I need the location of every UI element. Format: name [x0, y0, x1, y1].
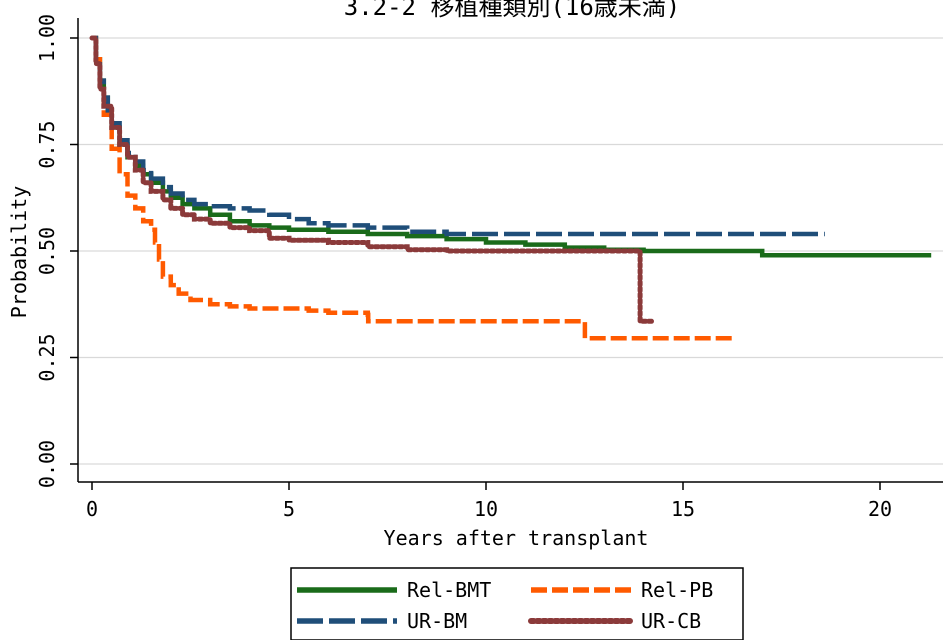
series-line-ur-bm: [92, 38, 825, 234]
y-tick-label-4: 1.00: [35, 14, 59, 62]
legend-label-rel-bmt: Rel-BMT: [407, 578, 491, 602]
legend-label-ur-cb: UR-CB: [641, 609, 701, 633]
y-tick-label-3: 0.75: [35, 120, 59, 168]
x-tick-label-1: 5: [283, 497, 295, 521]
legend-label-rel-pb: Rel-PB: [641, 578, 713, 602]
legend: Rel-BMT Rel-PB UR-BM UR-CB: [291, 568, 743, 640]
x-tick-label-3: 15: [671, 497, 695, 521]
y-tick-label-2: 0.50: [35, 227, 59, 275]
x-axis-label: Years after transplant: [384, 526, 649, 550]
series-line-ur-cb: [92, 38, 652, 321]
x-tick-label-2: 10: [474, 497, 498, 521]
series-layer: [92, 38, 931, 338]
y-tick-label-0: 0.00: [35, 440, 59, 488]
x-tick-label-4: 20: [868, 497, 892, 521]
y-tick-label-1: 0.25: [35, 333, 59, 381]
legend-label-ur-bm: UR-BM: [407, 609, 467, 633]
y-axis-label: Probability: [7, 186, 31, 318]
chart-title: 3.2-2 移植種類別(16歳未満): [344, 0, 681, 21]
axes-layer: 0.00 0.25 0.50 0.75 1.00 0 5 10 15 20: [35, 14, 943, 521]
x-tick-label-0: 0: [86, 497, 98, 521]
